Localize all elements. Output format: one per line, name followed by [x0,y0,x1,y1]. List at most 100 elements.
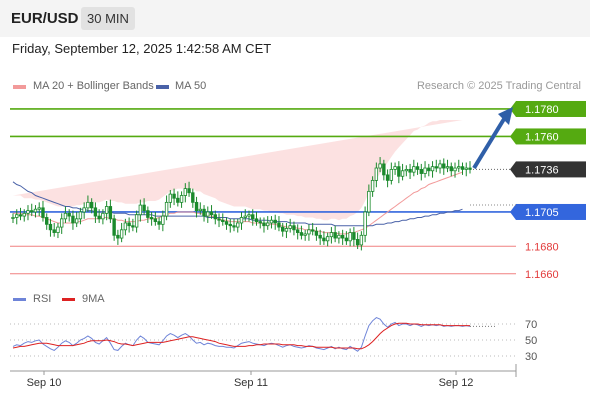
level-tag-1.1760 [516,128,586,145]
candle-body [412,166,416,173]
candle-body [202,208,206,217]
candle-body [460,166,465,170]
candle-body [176,197,180,203]
last-price-tag [516,161,586,178]
forecast-arrow-head [498,106,513,125]
candle-body [164,201,169,217]
candle-body [198,208,202,211]
candle-body [41,207,45,218]
level-tag-1.1780 [516,100,586,117]
level-tag-arrow [510,128,516,145]
candle-body [127,222,131,227]
candle-body [281,226,285,232]
candle-body [153,218,158,222]
candle-body [303,233,307,236]
candle-body [363,211,367,236]
rsi-tick-label-30: 30 [525,351,537,363]
candle-body [30,210,34,213]
candle-body [149,217,154,220]
candle-body [310,229,315,232]
level-label-1.1705: 1.1705 [525,207,559,219]
level-tag-arrow [510,100,516,117]
candle-body [408,169,412,173]
ma50-legend-swatch [156,85,169,89]
candle-body [288,225,292,229]
candle-body [423,167,427,174]
candle-body [168,193,173,203]
candle-body [258,221,262,224]
level-tag-1.1705 [516,203,586,220]
candle-body [11,217,15,219]
last-price-tag-arrow [510,161,516,178]
bollinger-legend-label: MA 20 + Bollinger Bands [33,80,154,92]
candle-body [307,229,311,235]
candle-body [217,218,221,221]
candle-body [374,167,379,181]
candle-body [146,210,150,218]
candle-body [344,237,349,242]
candle-body [442,163,446,169]
candle-body [116,234,120,239]
candle-body [378,163,382,169]
candle-body [430,166,435,172]
candle-body [172,193,176,199]
candle-body [134,214,139,228]
candle-body [419,169,424,174]
candle-body [404,169,409,172]
candle-body [52,229,56,233]
candle-body [445,166,450,169]
bollinger-legend-swatch [13,85,26,89]
candle-body [18,214,23,217]
candle-body [397,166,401,177]
rsi-series-9ma [12,322,470,350]
candle-body [209,211,214,216]
bollinger-band [13,120,463,221]
candle-body [33,208,38,213]
candle-body [82,207,86,213]
candle-body [101,212,105,220]
candle-body [352,232,356,240]
candle-body [232,225,236,228]
candle-body [112,218,116,236]
credit-text: Research © 2025 Trading Central [416,80,581,92]
ma50-legend-label: MA 50 [175,80,207,92]
level-label-1.1760: 1.1760 [525,131,559,143]
candle-body [355,239,360,246]
candle-body [221,219,225,222]
candle-body [37,207,41,210]
candle-body [284,228,289,232]
candle-body [236,222,240,228]
candle-body [254,218,259,222]
rsi-series-rsi [12,317,471,352]
candle-body [434,166,438,169]
candle-body [104,206,109,214]
candle-body [59,218,64,228]
candle-body [367,190,371,213]
candle-body [359,234,364,246]
candle-body [292,225,296,231]
candle-body [400,170,405,177]
candle-body [213,214,217,220]
candle-body [329,232,334,238]
candle-body [74,218,79,224]
candle-body [348,232,352,242]
candle-body [78,211,83,220]
candle-body [269,219,274,224]
candle-body [389,169,394,181]
candle-body [449,166,453,172]
ma9-legend-swatch [62,298,75,301]
level-label-1.1680: 1.1680 [525,241,559,253]
rsi-tick-label-70: 70 [525,319,537,331]
candle-body [93,207,98,217]
candle-body [370,179,375,192]
candle-body [63,212,68,220]
timeframe-button[interactable]: 30 MIN [81,7,135,30]
x-tick-label-Sep-12: Sep 12 [439,377,474,389]
timestamp: Friday, September 12, 2025 1:42:58 AM CE… [12,41,272,56]
candle-body [464,167,468,170]
candle-body [337,234,341,239]
candle-body [427,167,431,172]
candle-body [56,226,60,233]
candle-body [385,174,390,181]
